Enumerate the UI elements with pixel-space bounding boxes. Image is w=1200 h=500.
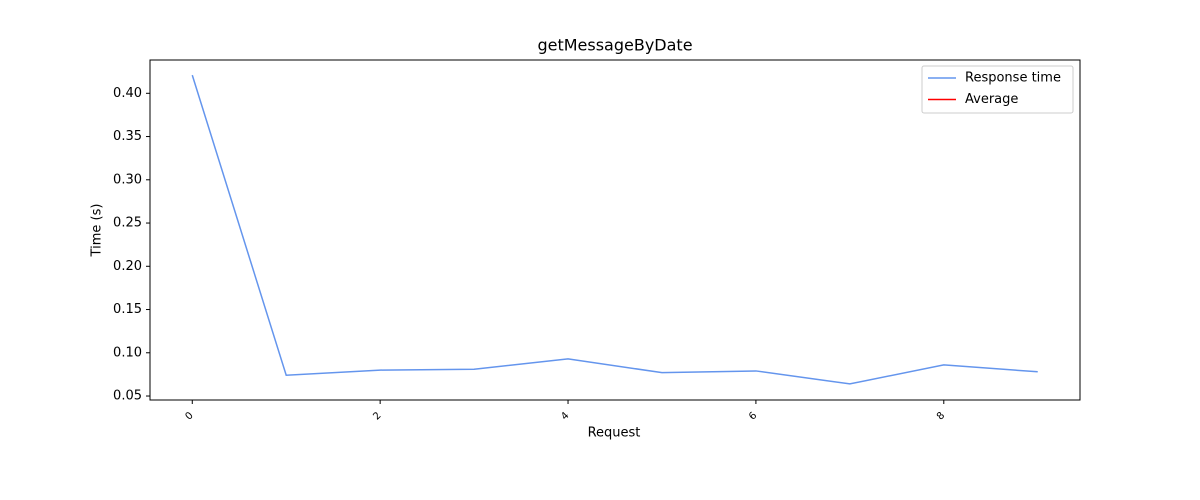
legend-label: Average [965, 92, 1018, 107]
y-tick-label: 0.35 [113, 129, 142, 144]
y-tick-label: 0.30 [113, 172, 142, 187]
y-tick-label: 0.20 [113, 259, 142, 274]
y-tick-label: 0.40 [113, 86, 142, 101]
plot-area [149, 59, 1081, 401]
legend-box [921, 65, 1074, 114]
y-tick-label: 0.05 [113, 389, 142, 404]
y-tick-label: 0.10 [113, 345, 142, 360]
legend-label: Response time [965, 71, 1061, 86]
y-axis-label: Time (s) [90, 204, 105, 258]
y-tick-label: 0.25 [113, 216, 142, 231]
chart-title: getMessageByDate [537, 36, 692, 55]
line [191, 74, 1038, 385]
x-axis-label: Request [588, 426, 641, 441]
y-tick-label: 0.15 [113, 302, 142, 317]
